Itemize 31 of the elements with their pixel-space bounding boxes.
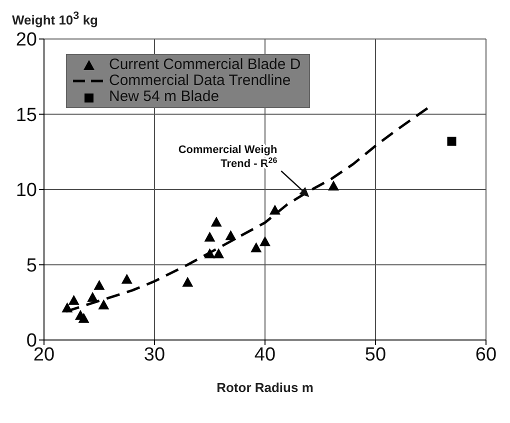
point xyxy=(225,230,236,240)
point xyxy=(78,312,90,323)
point xyxy=(250,242,262,252)
point xyxy=(62,302,73,312)
point xyxy=(121,274,132,284)
legend-label: New 54 m Blade xyxy=(109,88,220,105)
point xyxy=(269,204,280,215)
point xyxy=(68,294,80,305)
point xyxy=(210,216,222,227)
legend-label: Commercial Data Trendline xyxy=(109,72,291,89)
point xyxy=(260,236,270,246)
point xyxy=(87,292,98,302)
x-tick-label: 30 xyxy=(144,344,166,366)
x-tick-label: 60 xyxy=(475,344,497,366)
point xyxy=(213,248,224,258)
x-axis-title: Rotor Radius m xyxy=(216,380,314,395)
x-tick-label: 40 xyxy=(254,344,276,366)
y-tick-label: 5 xyxy=(26,255,37,276)
point xyxy=(447,136,456,146)
point xyxy=(182,276,194,287)
point xyxy=(204,232,216,242)
point xyxy=(328,180,340,190)
point xyxy=(98,299,110,310)
y-tick-label: 10 xyxy=(16,180,37,202)
y-tick-label: 20 xyxy=(16,30,37,51)
point xyxy=(204,248,216,258)
y-axis-title: Weight 10$^{3}$ kg xyxy=(12,10,98,28)
y-tick-label: 15 xyxy=(16,104,37,126)
point xyxy=(94,280,105,290)
x-tick-label: 50 xyxy=(364,344,386,366)
legend-label: Current Commercial Blade D xyxy=(109,56,301,73)
